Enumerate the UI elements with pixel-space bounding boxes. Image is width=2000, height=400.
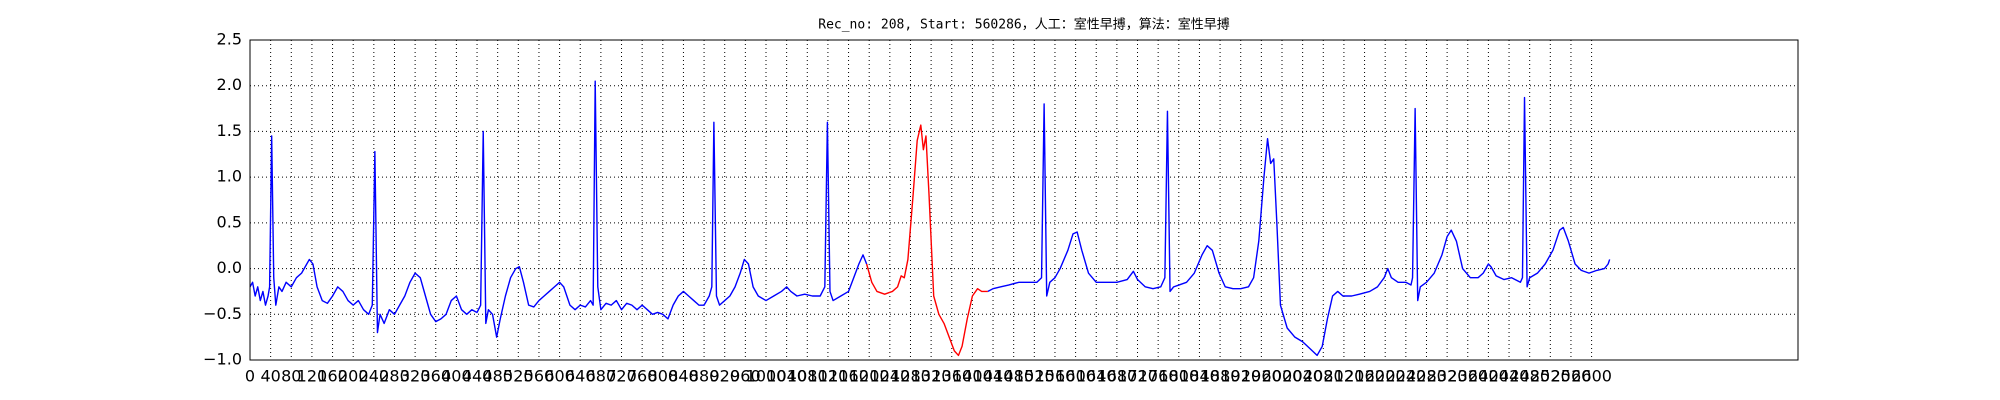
x-tick-label: 2160 <box>1344 367 1385 386</box>
x-tick-label: 0 <box>245 367 255 386</box>
ecg-line <box>249 80 868 338</box>
x-tick-label: 120 <box>297 367 328 386</box>
x-tick-label: 1080 <box>787 367 828 386</box>
x-tick-label: 520 <box>503 367 534 386</box>
x-tick-label: 400 <box>441 367 472 386</box>
x-tick-label: 760 <box>627 367 658 386</box>
y-tick-label: 1.0 <box>217 167 242 186</box>
x-tick-label: 160 <box>317 367 348 386</box>
x-tick-label: 2040 <box>1282 367 1323 386</box>
x-tick-label: 2240 <box>1385 367 1426 386</box>
x-tick-label: 200 <box>338 367 369 386</box>
x-tick-label: 2400 <box>1468 367 1509 386</box>
x-tick-label: 1360 <box>931 367 972 386</box>
x-tick-label: 2480 <box>1509 367 1550 386</box>
x-tick-label: 80 <box>281 367 301 386</box>
x-tick-label: 680 <box>586 367 617 386</box>
x-tick-label: 960 <box>730 367 761 386</box>
x-tick-label: 1400 <box>952 367 993 386</box>
x-tick-label: 1840 <box>1179 367 1220 386</box>
x-tick-label: 2320 <box>1427 367 1468 386</box>
x-tick-label: 1200 <box>849 367 890 386</box>
x-tick-label: 1560 <box>1035 367 1076 386</box>
y-tick-label: −1.0 <box>203 350 242 369</box>
x-tick-label: 40 <box>260 367 280 386</box>
x-tick-label: 1320 <box>911 367 952 386</box>
x-tick-label: 280 <box>379 367 410 386</box>
ecg-line <box>865 124 988 357</box>
x-tick-label: 2280 <box>1406 367 1447 386</box>
x-tick-label: 480 <box>482 367 513 386</box>
x-tick-label: 1880 <box>1200 367 1241 386</box>
x-tick-label: 1000 <box>746 367 787 386</box>
x-tick-label: 2360 <box>1447 367 1488 386</box>
x-tick-label: 2080 <box>1303 367 1344 386</box>
x-tick-label: 2560 <box>1551 367 1592 386</box>
x-tick-label: 1720 <box>1117 367 1158 386</box>
x-tick-label: 360 <box>420 367 451 386</box>
x-tick-label: 640 <box>565 367 596 386</box>
x-tick-label: 1440 <box>973 367 1014 386</box>
chart-title: Rec_no: 208, Start: 560286，人工：室性早搏，算法：室性… <box>818 17 1230 33</box>
x-tick-label: 1040 <box>766 367 807 386</box>
x-tick-label: 1520 <box>1014 367 1055 386</box>
x-tick-label: 1120 <box>808 367 849 386</box>
x-tick-label: 2200 <box>1365 367 1406 386</box>
x-tick-label: 1280 <box>890 367 931 386</box>
plot-frame <box>249 39 1799 361</box>
x-tick-label: 2520 <box>1530 367 1571 386</box>
x-tick-label: 1960 <box>1241 367 1282 386</box>
x-tick-label: 920 <box>709 367 740 386</box>
x-tick-label: 1640 <box>1076 367 1117 386</box>
y-tick-label: 0.5 <box>217 212 242 231</box>
x-tick-label: 1480 <box>993 367 1034 386</box>
x-tick-label: 1600 <box>1055 367 1096 386</box>
x-tick-label: 2440 <box>1489 367 1530 386</box>
x-tick-label: 1160 <box>828 367 869 386</box>
x-tick-label: 2000 <box>1262 367 1303 386</box>
y-tick-label: −0.5 <box>203 304 242 323</box>
x-tick-label: 1800 <box>1158 367 1199 386</box>
x-tick-label: 1920 <box>1220 367 1261 386</box>
x-tick-label: 320 <box>400 367 431 386</box>
x-tick-label: 1240 <box>869 367 910 386</box>
x-tick-label: 240 <box>359 367 390 386</box>
x-tick-label: 1760 <box>1138 367 1179 386</box>
x-tick-label: 800 <box>648 367 679 386</box>
x-tick-label: 720 <box>606 367 637 386</box>
x-tick-label: 840 <box>668 367 699 386</box>
x-tick-label: 2600 <box>1571 367 1612 386</box>
x-tick-label: 1680 <box>1097 367 1138 386</box>
y-tick-label: 2.5 <box>217 30 242 49</box>
ecg-line <box>987 96 1611 357</box>
y-tick-label: 0.0 <box>217 258 242 277</box>
x-tick-label: 560 <box>524 367 555 386</box>
y-tick-label: 2.0 <box>217 75 242 94</box>
x-tick-label: 2120 <box>1324 367 1365 386</box>
x-tick-label: 880 <box>689 367 720 386</box>
x-tick-label: 600 <box>544 367 575 386</box>
y-tick-label: 1.5 <box>217 121 242 140</box>
x-tick-label: 440 <box>462 367 493 386</box>
